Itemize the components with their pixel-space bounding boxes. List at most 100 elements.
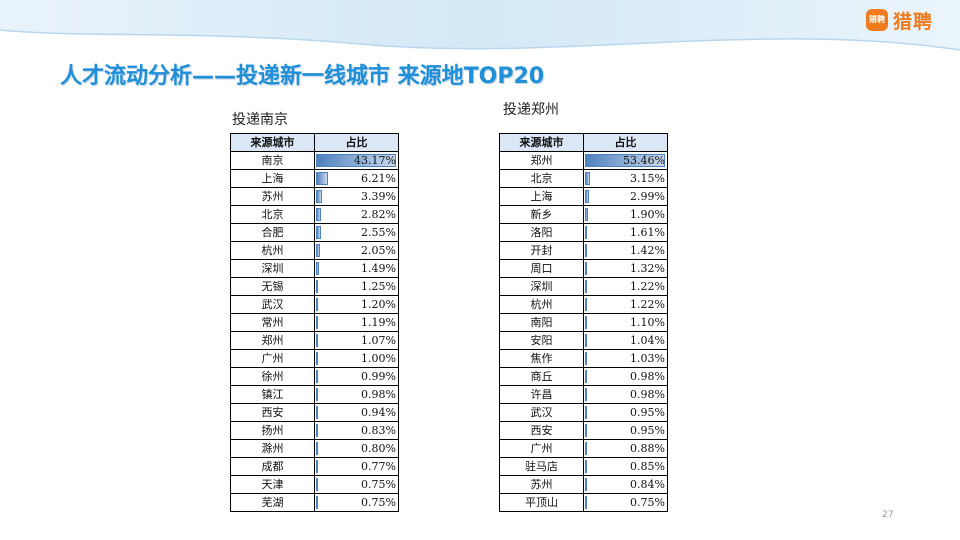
table-row: 广州 0.88% [499,439,668,458]
city-cell: 开封 [499,241,584,260]
table-row: 无锡 1.25% [230,277,399,296]
share-cell: 0.77% [314,457,399,476]
share-data-bar [585,280,587,293]
city-cell: 周口 [499,259,584,278]
share-data-bar [585,388,587,401]
city-cell: 杭州 [499,295,584,314]
share-data-bar [585,334,587,347]
table-row: 杭州 2.05% [230,241,399,260]
city-cell: 杭州 [230,241,315,260]
brand-logo: 猎聘 猎聘 [866,8,934,33]
share-data-bar [585,352,587,365]
share-data-bar [316,280,319,293]
table-row: 广州 1.00% [230,349,399,368]
share-cell: 1.20% [314,295,399,314]
share-data-bar [316,334,318,347]
table-row: 杭州 1.22% [499,295,668,314]
city-cell: 南阳 [499,313,584,332]
source-table-zhengzhou: 来源城市 占比 郑州 53.46% 北京 3.15% 上海 2.99% 新乡 1.90% 洛阳 1… [499,133,668,512]
city-cell: 郑州 [230,331,315,350]
share-value: 1.32% [630,262,665,275]
share-value: 0.88% [630,442,665,455]
source-table-nanjing: 来源城市 占比 南京 43.17% 上海 6.21% 苏州 3.39% 北京 2.82% 合肥 2… [230,133,399,512]
share-value: 1.07% [361,334,396,347]
share-cell: 1.03% [583,349,668,368]
share-value: 0.83% [361,424,396,437]
share-data-bar [316,370,318,383]
share-data-bar [316,478,318,491]
share-cell: 1.90% [583,205,668,224]
table-row: 平顶山 0.75% [499,493,668,512]
share-value: 0.75% [361,478,396,491]
share-data-bar [316,172,328,185]
share-value: 43.17% [354,154,396,167]
table-row: 武汉 1.20% [230,295,399,314]
share-cell: 2.99% [583,187,668,206]
table-row: 南京 43.17% [230,151,399,170]
table-caption-nanjing: 投递南京 [232,112,288,128]
share-cell: 3.39% [314,187,399,206]
share-data-bar [585,424,587,437]
share-cell: 0.94% [314,403,399,422]
share-cell: 1.49% [314,259,399,278]
share-cell: 2.55% [314,223,399,242]
table-row: 北京 2.82% [230,205,399,224]
share-cell: 0.84% [583,475,668,494]
share-cell: 1.07% [314,331,399,350]
share-value: 2.05% [361,244,396,257]
city-cell: 驻马店 [499,457,584,476]
share-cell: 1.25% [314,277,399,296]
city-cell: 许昌 [499,385,584,404]
column-header-city: 来源城市 [499,133,584,152]
share-data-bar [316,154,396,167]
share-cell: 0.95% [583,421,668,440]
share-data-bar [316,226,321,239]
city-cell: 焦作 [499,349,584,368]
share-cell: 0.75% [314,475,399,494]
table-row: 郑州 53.46% [499,151,668,170]
city-cell: 深圳 [230,259,315,278]
share-value: 1.22% [630,298,665,311]
share-value: 0.85% [630,460,665,473]
share-value: 0.77% [361,460,396,473]
share-value: 1.10% [630,316,665,329]
city-cell: 天津 [230,475,315,494]
table-row: 北京 3.15% [499,169,668,188]
share-cell: 0.98% [583,367,668,386]
share-cell: 1.22% [583,295,668,314]
share-data-bar [316,424,318,437]
table-caption-zhengzhou: 投递郑州 [503,102,559,118]
table-row: 芜湖 0.75% [230,493,399,512]
page-title: 人才流动分析——投递新一线城市 来源地TOP20 [60,64,545,89]
share-data-bar [316,208,322,221]
table-row: 苏州 0.84% [499,475,668,494]
share-value: 0.98% [630,388,665,401]
table-row: 驻马店 0.85% [499,457,668,476]
column-header-share: 占比 [583,133,668,152]
share-value: 1.03% [630,352,665,365]
share-cell: 6.21% [314,169,399,188]
share-cell: 1.42% [583,241,668,260]
city-cell: 徐州 [230,367,315,386]
share-data-bar [585,298,587,311]
page-number: 27 [882,510,894,520]
share-cell: 2.82% [314,205,399,224]
share-value: 0.95% [630,406,665,419]
city-cell: 广州 [230,349,315,368]
share-data-bar [316,244,320,257]
city-cell: 北京 [230,205,315,224]
brand-name: 猎聘 [893,10,934,33]
city-cell: 武汉 [499,403,584,422]
share-data-bar [316,388,318,401]
city-cell: 上海 [499,187,584,206]
share-value: 53.46% [623,154,665,167]
city-cell: 滁州 [230,439,315,458]
share-data-bar [585,226,588,239]
share-value: 0.80% [361,442,396,455]
table-row: 焦作 1.03% [499,349,668,368]
share-data-bar [585,370,587,383]
share-data-bar [316,262,319,275]
share-cell: 0.80% [314,439,399,458]
city-cell: 成都 [230,457,315,476]
column-header-city: 来源城市 [230,133,315,152]
